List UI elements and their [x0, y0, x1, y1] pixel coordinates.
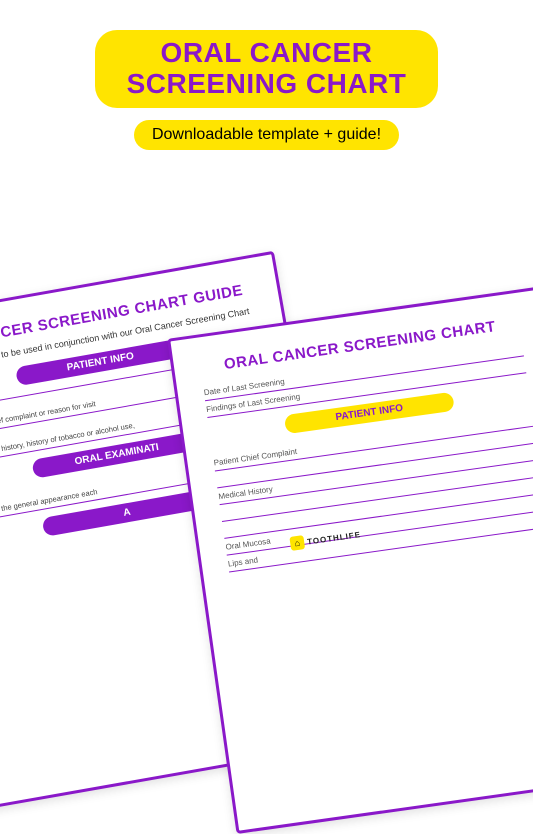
- tooth-icon: ⌂: [289, 535, 305, 551]
- header: ORAL CANCER SCREENING CHART Downloadable…: [0, 30, 533, 150]
- title-line1: ORAL CANCER: [121, 38, 413, 69]
- title-line2: SCREENING CHART: [121, 69, 413, 100]
- document-mockups: AL CANCER SCREENING CHART GUIDE Addition…: [0, 240, 533, 540]
- title-pill: ORAL CANCER SCREENING CHART: [95, 30, 439, 108]
- subtitle-pill: Downloadable template + guide!: [134, 120, 399, 150]
